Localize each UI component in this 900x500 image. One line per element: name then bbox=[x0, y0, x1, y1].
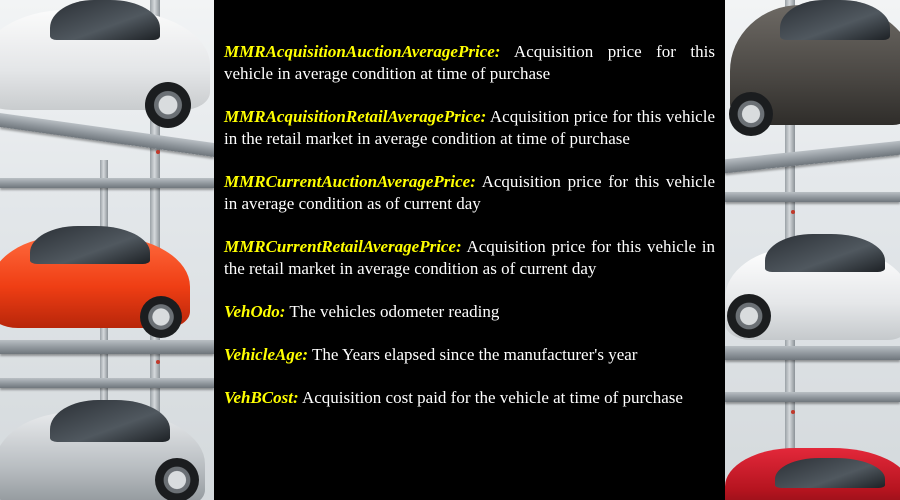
definition-term: MMRAcquisitionRetailAveragePrice: bbox=[224, 107, 487, 126]
definition-text: Acquisition cost paid for the vehicle at… bbox=[298, 388, 683, 407]
definition-term: VehOdo: bbox=[224, 302, 286, 321]
definition-vehicle-age: VehicleAge: The Years elapsed since the … bbox=[224, 344, 715, 366]
background-photo-left bbox=[0, 0, 214, 500]
definition-term: MMRCurrentAuctionAveragePrice: bbox=[224, 172, 476, 191]
definition-veh-odo: VehOdo: The vehicles odometer reading bbox=[224, 301, 715, 323]
definition-text: Acquisition price for this vehicle in th… bbox=[224, 107, 715, 148]
definition-mmr-current-auction: MMRCurrentAuctionAveragePrice: Acquisiti… bbox=[224, 171, 715, 215]
definition-text: The Years elapsed since the manufacturer… bbox=[308, 345, 638, 364]
white-car-top bbox=[0, 0, 214, 130]
definition-term: MMRCurrentRetailAveragePrice: bbox=[224, 237, 462, 256]
definition-mmr-acquisition-retail: MMRAcquisitionRetailAveragePrice: Acquis… bbox=[224, 106, 715, 150]
definition-veh-b-cost: VehBCost: Acquisition cost paid for the … bbox=[224, 387, 715, 409]
definition-term: VehBCost: bbox=[224, 388, 299, 407]
background-photo-right bbox=[725, 0, 900, 500]
red-car bbox=[0, 218, 200, 343]
silver-car-bottom bbox=[0, 398, 210, 500]
dark-car-top bbox=[725, 0, 900, 140]
definition-term: MMRAcquisitionAuctionAveragePrice: bbox=[224, 42, 501, 61]
definition-text: The vehicles odometer reading bbox=[285, 302, 500, 321]
definitions-panel: MMRAcquisitionAuctionAveragePrice: Acqui… bbox=[214, 0, 725, 500]
definition-mmr-current-retail: MMRCurrentRetailAveragePrice: Acquisitio… bbox=[224, 236, 715, 280]
definition-term: VehicleAge: bbox=[224, 345, 309, 364]
definition-text: Acquisition price for this vehicle in th… bbox=[224, 237, 715, 278]
white-car-right bbox=[725, 228, 900, 348]
definition-text: Acquisition price for this vehicle in av… bbox=[224, 42, 715, 83]
definition-text: Acquisition price for this vehicle in av… bbox=[224, 172, 715, 213]
red-car-bottom bbox=[725, 440, 900, 500]
definition-mmr-acquisition-auction: MMRAcquisitionAuctionAveragePrice: Acqui… bbox=[224, 41, 715, 85]
